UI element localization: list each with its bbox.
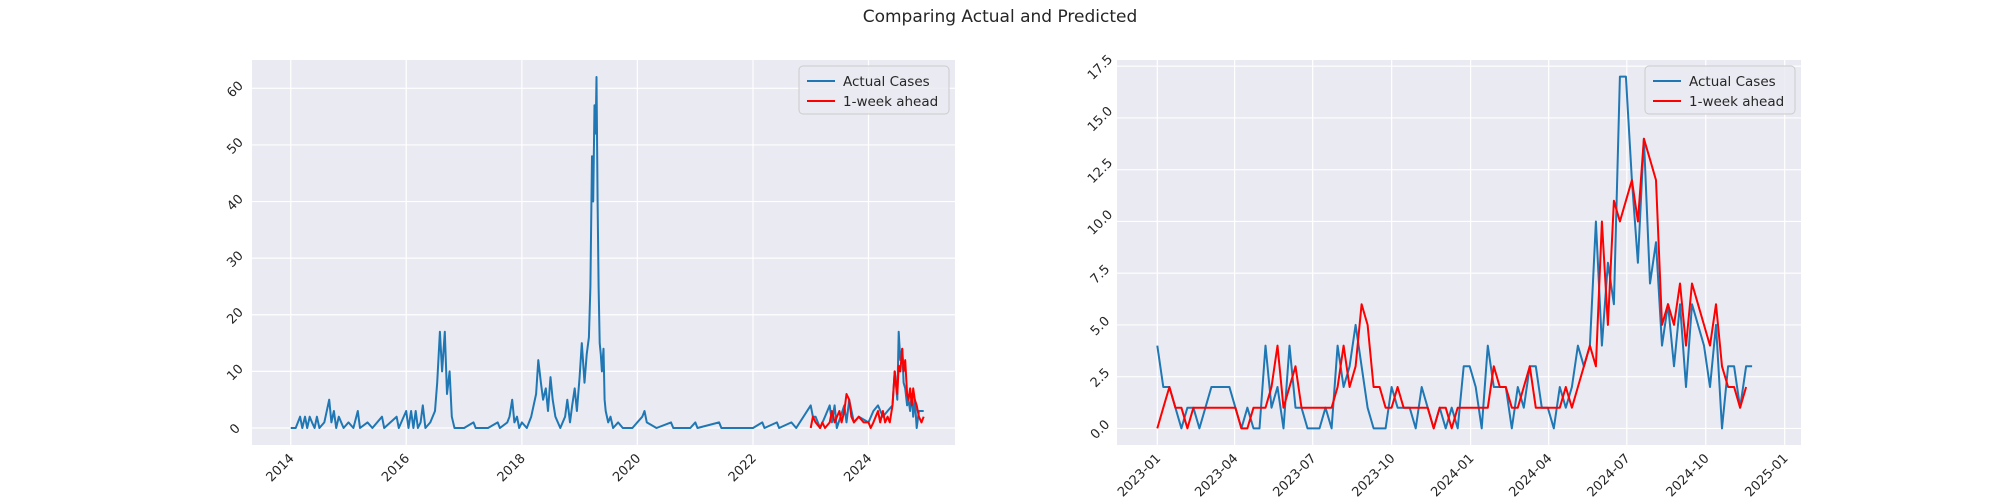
- x-tick-label: 2018: [495, 451, 529, 485]
- chart-left: 0 10 20 30 40 50 60 2014 2016 2018 2020 2022 2024 Act…: [224, 60, 955, 485]
- y-tick-label: 30: [224, 249, 246, 271]
- x-tick-label: 2023-04: [1192, 451, 1241, 500]
- legend-box: [798, 65, 950, 115]
- y-tick-label: 50: [224, 135, 246, 157]
- y-tick-label: 17.5: [1085, 52, 1116, 83]
- y-tick-label: 5.0: [1088, 314, 1113, 339]
- legend-label: 1-week ahead: [1689, 94, 1784, 110]
- x-tick-label: 2024-04: [1506, 451, 1555, 500]
- x-tick-label: 2023-01: [1115, 451, 1164, 500]
- x-tick-label: 2024: [841, 451, 875, 485]
- chart-right: 0.0 2.5 5.0 7.5 10.0 12.5 15.0 17.5 2023-01 2023-…: [1085, 52, 1801, 500]
- x-tick-label: 2020: [610, 451, 644, 485]
- legend-box: [1644, 65, 1796, 115]
- legend: Actual Cases 1-week ahead: [798, 65, 950, 115]
- y-tick-label: 0: [227, 421, 243, 437]
- x-tick-label: 2024-01: [1428, 451, 1477, 500]
- y-tick-label: 10.0: [1085, 207, 1116, 238]
- figure-title: Comparing Actual and Predicted: [862, 7, 1138, 27]
- x-tick-label: 2023-10: [1349, 451, 1398, 500]
- legend-label: Actual Cases: [843, 74, 930, 90]
- x-tick-label: 2022: [726, 451, 760, 485]
- series-line-1-week-ahead: [1156, 137, 1748, 430]
- y-tick-label: 10: [224, 362, 246, 384]
- x-tick-label: 2023-07: [1270, 451, 1319, 500]
- x-tick-label: 2024-07: [1585, 451, 1634, 500]
- y-tick-label: 12.5: [1085, 156, 1116, 187]
- x-tick-label: 2016: [379, 451, 413, 485]
- legend-label: Actual Cases: [1689, 74, 1776, 90]
- y-tick-label: 0.0: [1088, 417, 1113, 442]
- legend-label: 1-week ahead: [843, 94, 938, 110]
- y-tick-label: 40: [224, 192, 246, 214]
- series-line-1-week-ahead: [809, 347, 925, 429]
- x-tick-label: 2025-01: [1742, 451, 1791, 500]
- y-tick-label: 20: [224, 305, 246, 327]
- y-tick-label: 15.0: [1085, 104, 1116, 135]
- x-tick-label: 2024-10: [1664, 451, 1713, 500]
- series-line-actual-cases: [290, 76, 924, 429]
- legend: Actual Cases 1-week ahead: [1644, 65, 1796, 115]
- y-tick-label: 60: [224, 79, 246, 101]
- y-tick-label: 2.5: [1088, 366, 1113, 391]
- y-tick-label: 7.5: [1088, 262, 1113, 287]
- x-tick-label: 2014: [264, 451, 298, 485]
